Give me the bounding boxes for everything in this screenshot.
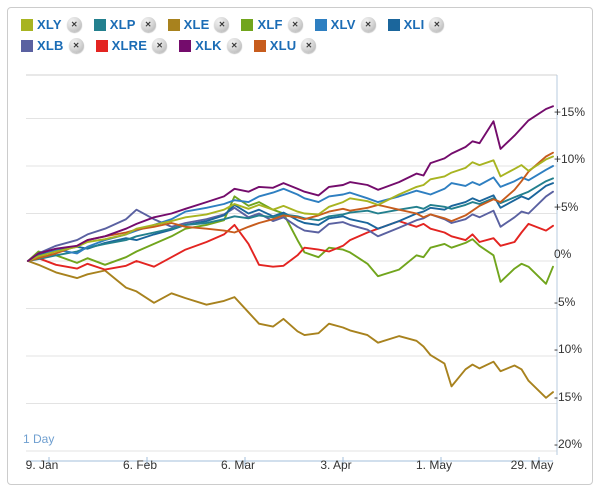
legend-item-xlf[interactable]: XLF ✕ [241, 17, 303, 32]
legend-label-xlp: XLP [109, 17, 136, 32]
legend-label-xlu: XLU [269, 38, 297, 53]
x-axis-label-3: 3. Apr [320, 458, 352, 472]
close-icon[interactable]: ✕ [68, 38, 84, 53]
x-axis-label-1: 6. Feb [122, 458, 158, 472]
close-icon[interactable]: ✕ [214, 17, 230, 32]
series-line-xle [27, 260, 554, 399]
chart-widget: XLY ✕ XLP ✕ XLE ✕ XLF ✕ XLV ✕ XLI ✕ XLB ✕ XLRE ✕ XLK ✕ XLU… [7, 7, 593, 485]
legend-label-xly: XLY [37, 17, 62, 32]
close-icon[interactable]: ✕ [140, 17, 156, 32]
chart-canvas [26, 74, 558, 466]
legend-swatch-xlp [93, 18, 106, 31]
legend-item-xlre[interactable]: XLRE ✕ [95, 38, 168, 53]
legend-item-xlv[interactable]: XLV ✕ [314, 17, 376, 32]
x-axis-label-2: 6. Mar [220, 458, 256, 472]
series-line-xly [27, 155, 554, 262]
legend-item-xli[interactable]: XLI ✕ [387, 17, 445, 32]
x-axis-label-5: 29. May [510, 458, 554, 472]
legend-label-xli: XLI [403, 17, 425, 32]
legend-label-xlk: XLK [195, 38, 222, 53]
series-line-xlv [27, 165, 554, 262]
x-axis-label-4: 1. May [415, 458, 453, 472]
range-selector-1day[interactable]: 1 Day [23, 432, 55, 446]
legend-item-xlk[interactable]: XLK ✕ [179, 38, 242, 53]
y-axis-label-+10%: +10% [554, 152, 586, 166]
close-icon[interactable]: ✕ [429, 17, 445, 32]
y-axis-label--20%: -20% [554, 437, 583, 451]
legend-swatch-xlv [314, 18, 327, 31]
legend-swatch-xle [167, 18, 180, 31]
chart-legend: XLY ✕ XLP ✕ XLE ✕ XLF ✕ XLV ✕ XLI ✕ XLB ✕ XLRE ✕ XLK ✕ XLU… [21, 14, 456, 56]
legend-row-2: XLB ✕ XLRE ✕ XLK ✕ XLU ✕ [21, 35, 456, 56]
y-axis-label-+5%: +5% [554, 199, 579, 214]
legend-label-xlb: XLB [37, 38, 64, 53]
y-axis-label-0%: 0% [554, 247, 572, 261]
close-icon[interactable]: ✕ [360, 17, 376, 32]
legend-item-xly[interactable]: XLY ✕ [21, 17, 82, 32]
close-icon[interactable]: ✕ [287, 17, 303, 32]
y-axis-label--10%: -10% [554, 342, 583, 356]
x-axis-label-0: 9. Jan [25, 458, 59, 472]
legend-label-xle: XLE [183, 17, 210, 32]
y-axis-label--5%: -5% [554, 294, 576, 309]
legend-swatch-xlb [21, 39, 33, 52]
legend-label-xlv: XLV [330, 17, 356, 32]
series-line-xlf [27, 195, 554, 285]
y-axis-label-+15%: +15% [554, 104, 586, 119]
series-line-xlre [27, 220, 554, 271]
legend-item-xlb[interactable]: XLB ✕ [21, 38, 84, 53]
legend-label-xlre: XLRE [111, 38, 148, 53]
legend-label-xlf: XLF [257, 17, 283, 32]
legend-swatch-xlre [95, 39, 108, 52]
close-icon[interactable]: ✕ [152, 38, 168, 53]
legend-row-1: XLY ✕ XLP ✕ XLE ✕ XLF ✕ XLV ✕ XLI ✕ [21, 14, 456, 35]
legend-item-xlp[interactable]: XLP ✕ [93, 17, 156, 32]
legend-swatch-xlf [241, 18, 254, 31]
close-icon[interactable]: ✕ [226, 38, 242, 53]
close-icon[interactable]: ✕ [301, 38, 317, 53]
series-line-xlk [27, 105, 554, 262]
legend-item-xle[interactable]: XLE ✕ [167, 17, 230, 32]
legend-swatch-xlu [253, 39, 266, 52]
series-line-xlp [27, 177, 554, 262]
series-line-xli [27, 182, 554, 262]
legend-swatch-xli [387, 18, 400, 31]
legend-swatch-xlk [179, 39, 192, 52]
legend-swatch-xly [21, 18, 33, 31]
close-icon[interactable]: ✕ [66, 17, 82, 32]
series-line-xlu [27, 151, 554, 262]
y-axis-label--15%: -15% [554, 389, 583, 404]
legend-item-xlu[interactable]: XLU ✕ [253, 38, 317, 53]
series-line-xlb [27, 190, 554, 262]
